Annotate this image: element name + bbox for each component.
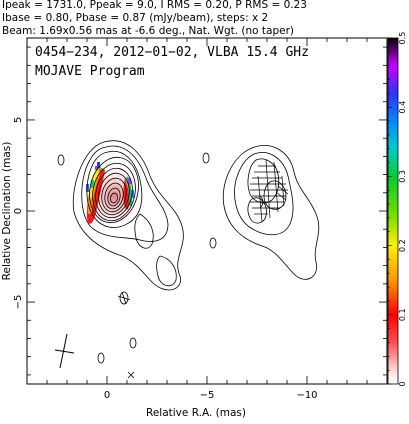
- colorbar-tick-label: 0.4: [398, 101, 407, 114]
- plot-subtitle: MOJAVE Program: [35, 64, 145, 79]
- x-tick-label: 0: [104, 390, 110, 401]
- x-tick-label: −5: [200, 390, 215, 401]
- x-axis: 0 −5 −10: [26, 38, 388, 401]
- header-line-3: Beam: 1.69x0.56 mas at -6.6 deg., Nat. W…: [2, 25, 294, 37]
- x-axis-label: Relative R.A. (mas): [146, 407, 246, 419]
- polarization-contour-map: [209, 145, 320, 280]
- colorbar-ticks: 0.5 0.4 0.3 0.2 0.1 0: [388, 32, 407, 387]
- plot-frame: [26, 37, 388, 385]
- colorbar-tick-label: 0: [398, 381, 407, 386]
- y-tick-label: 5: [13, 117, 24, 123]
- plot-title: 0454−234, 2012−01−02, VLBA 15.4 GHz: [35, 45, 309, 60]
- intensity-contour-map: [54, 140, 210, 379]
- y-tick-label: −5: [13, 295, 24, 310]
- x-tick-label: −10: [296, 390, 317, 401]
- beam-marker: [54, 333, 75, 369]
- y-axis-label: Relative Declination (mas): [1, 142, 13, 281]
- y-axis: 5 0 −5: [13, 46, 387, 376]
- y-tick-label: 0: [13, 208, 24, 214]
- header-line-1: Ipeak = 1731.0, Ppeak = 9.0, I RMS = 0.2…: [2, 0, 307, 11]
- colorbar-tick-label: 0.5: [398, 32, 407, 45]
- colorbar-tick-label: 0.3: [398, 170, 407, 183]
- header-line-2: Ibase = 0.80, Pbase = 0.87 (mJy/beam), s…: [2, 12, 268, 24]
- colorbar-tick-label: 0.1: [398, 308, 407, 321]
- colorbar: [387, 37, 399, 385]
- colorbar-tick-label: 0.2: [398, 239, 407, 252]
